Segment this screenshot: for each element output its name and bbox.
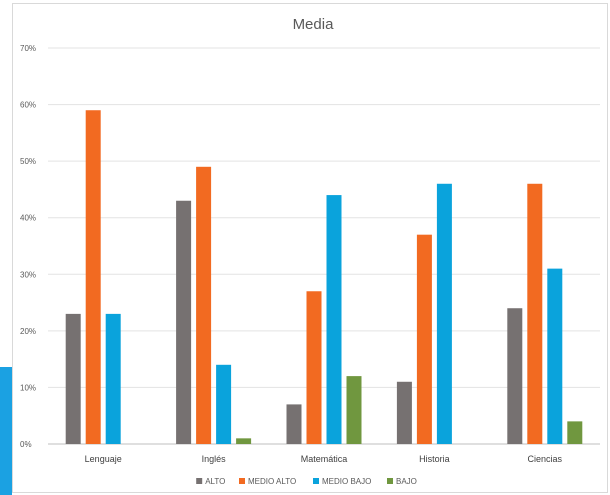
x-category-label: Historia [419, 454, 450, 464]
legend-swatch [196, 478, 203, 484]
bar-bajo [346, 376, 362, 444]
bar-bajo [236, 438, 252, 444]
x-category-label: Inglés [202, 454, 227, 464]
y-tick-label: 20% [20, 327, 36, 336]
legend-label: MEDIO ALTO [248, 477, 296, 486]
bar-medio-bajo [547, 268, 563, 444]
x-axis-labels: Lenguaje Inglés Matemática Historia Ciencias [85, 454, 563, 464]
legend: ALTO MEDIO ALTO MEDIO BAJO BAJO [196, 477, 417, 486]
x-category-label: Lenguaje [85, 454, 122, 464]
legend-label: MEDIO BAJO [322, 477, 371, 486]
bars [65, 110, 583, 445]
bar-bajo [567, 421, 583, 444]
bar-medio-bajo [436, 183, 452, 444]
bar-alto [176, 200, 192, 444]
bar-alto [65, 313, 81, 444]
legend-swatch [313, 478, 319, 484]
bar-alto [286, 404, 302, 444]
bar-alto [507, 308, 523, 444]
x-category-label: Matemática [301, 454, 348, 464]
bar-medio-alto [416, 234, 432, 444]
x-category-label: Ciencias [528, 454, 563, 464]
side-accent-bar [0, 367, 12, 495]
legend-label: BAJO [396, 477, 417, 486]
legend-swatch [239, 478, 245, 484]
bar-medio-alto [196, 166, 212, 445]
bar-medio-bajo [326, 195, 342, 444]
y-tick-label: 0% [20, 440, 32, 449]
y-tick-label: 30% [20, 270, 36, 279]
y-tick-label: 70% [20, 44, 36, 53]
y-axis-ticks: 0% 10% 20% 30% 40% 50% 60% 70% [20, 44, 36, 449]
bar-medio-bajo [216, 364, 232, 444]
legend-swatch [387, 478, 393, 484]
legend-label: ALTO [205, 477, 225, 486]
y-tick-label: 40% [20, 214, 36, 223]
bar-medio-alto [85, 110, 101, 444]
y-tick-label: 50% [20, 157, 36, 166]
gridlines [48, 47, 600, 445]
y-tick-label: 60% [20, 101, 36, 110]
bar-medio-bajo [105, 313, 121, 444]
chart-title: Media [293, 16, 335, 33]
bar-alto [396, 381, 412, 444]
bar-medio-alto [527, 183, 543, 444]
bar-medio-alto [306, 291, 322, 444]
y-tick-label: 10% [20, 383, 36, 392]
